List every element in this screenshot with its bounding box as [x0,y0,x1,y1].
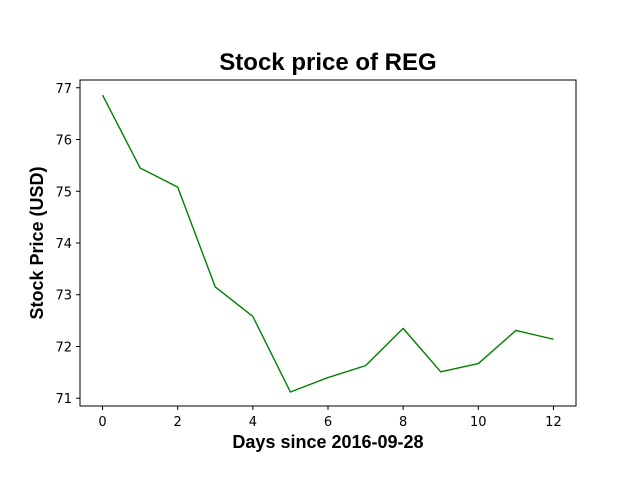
y-tick-label: 74 [55,237,72,252]
y-tick-label: 72 [55,340,72,355]
x-tick-label: 2 [174,415,182,430]
x-tick-label: 12 [545,415,562,430]
x-tick-label: 4 [249,415,257,430]
y-tick-label: 77 [55,82,72,97]
x-axis-label: Days since 2016-09-28 [232,432,423,452]
y-tick-label: 75 [55,185,72,200]
x-axis-ticks: 0 2 4 6 8 10 12 [98,406,562,430]
y-axis-ticks: 71 72 73 74 75 76 77 [55,82,80,407]
x-tick-label: 0 [98,415,106,430]
chart-title: Stock price of REG [219,49,436,76]
y-axis-label: Stock Price (USD) [27,166,47,319]
x-tick-label: 6 [324,415,332,430]
x-tick-label: 8 [399,415,407,430]
x-tick-label: 10 [470,415,487,430]
y-tick-label: 76 [55,134,72,149]
series-line-0 [101,94,554,393]
y-tick-label: 71 [55,392,72,407]
y-tick-label: 73 [55,289,72,304]
